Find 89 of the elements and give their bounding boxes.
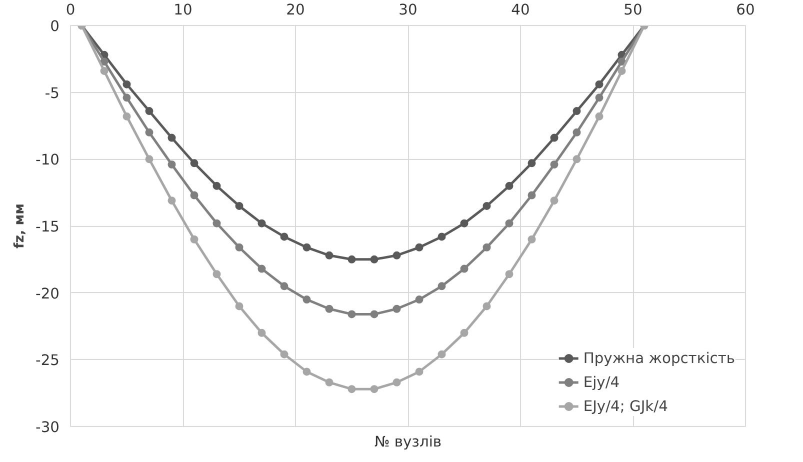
- point: [325, 378, 334, 386]
- y-tick-label: 0: [50, 18, 60, 35]
- point: [460, 328, 468, 337]
- point: [572, 128, 581, 136]
- point: [145, 128, 154, 136]
- point: [212, 182, 221, 190]
- point: [280, 232, 288, 241]
- point: [258, 264, 266, 273]
- x-tick-label: 0: [66, 2, 76, 18]
- point: [438, 350, 446, 358]
- point: [145, 107, 154, 116]
- point: [370, 255, 378, 264]
- point: [235, 243, 244, 252]
- point: [505, 219, 514, 228]
- point: [348, 310, 356, 318]
- y-tick-label: -5: [44, 84, 60, 102]
- point: [370, 385, 378, 394]
- point: [415, 243, 424, 252]
- point: [460, 219, 468, 228]
- point: [212, 219, 221, 228]
- x-tick-label: 10: [174, 2, 192, 18]
- y-tick-label: -25: [36, 352, 60, 370]
- point: [280, 282, 288, 290]
- point: [168, 134, 176, 142]
- x-tick-label: 20: [286, 2, 305, 18]
- point: [528, 235, 536, 244]
- point: [302, 243, 311, 252]
- legend-label: Пружна жорсткість: [583, 350, 735, 366]
- point: [258, 328, 266, 337]
- point: [438, 282, 446, 290]
- point: [235, 302, 244, 310]
- point: [392, 251, 401, 260]
- point: [392, 304, 401, 313]
- point: [482, 243, 491, 252]
- x-axis-title: № вузлів: [374, 434, 442, 450]
- point: [595, 80, 604, 88]
- y-tick-label: -30: [36, 419, 60, 436]
- point: [168, 160, 176, 169]
- point: [280, 350, 288, 358]
- point: [550, 160, 558, 169]
- point: [122, 94, 131, 102]
- point: [122, 80, 131, 88]
- point: [348, 385, 356, 394]
- point: [325, 251, 334, 260]
- point: [572, 107, 581, 116]
- point: [145, 155, 154, 164]
- legend-label: Ejy/4: [583, 374, 620, 390]
- point: [482, 202, 491, 210]
- x-tick-label: 50: [624, 2, 642, 18]
- point: [235, 202, 244, 210]
- point: [505, 182, 514, 190]
- point: [438, 232, 446, 241]
- point: [100, 66, 108, 75]
- point: [190, 191, 198, 200]
- point: [550, 196, 558, 205]
- y-axis-title: fz, мм: [12, 203, 28, 249]
- point: [505, 270, 514, 278]
- x-tick-label: 30: [398, 2, 418, 18]
- point: [302, 368, 311, 376]
- legend-label: EJy/4; GJk/4: [583, 398, 668, 414]
- point: [348, 255, 356, 264]
- point: [168, 196, 176, 205]
- x-tick-label: 60: [736, 2, 755, 18]
- point: [258, 219, 266, 228]
- y-tick-label: -15: [36, 218, 60, 236]
- point: [528, 159, 536, 168]
- point: [392, 378, 401, 386]
- point: [415, 368, 424, 376]
- point: [370, 310, 378, 318]
- point: [618, 58, 626, 66]
- point: [100, 58, 108, 66]
- point: [212, 270, 221, 278]
- point: [482, 302, 491, 310]
- point: [325, 304, 334, 313]
- point: [415, 296, 424, 304]
- y-tick-label: -10: [36, 152, 60, 169]
- y-tick-label: -20: [36, 285, 60, 302]
- point: [550, 134, 558, 142]
- point: [572, 155, 581, 164]
- point: [190, 235, 198, 244]
- point: [528, 191, 536, 200]
- point: [595, 112, 604, 120]
- point: [122, 112, 131, 120]
- point: [595, 94, 604, 102]
- point: [460, 264, 468, 273]
- point: [618, 66, 626, 75]
- x-tick-label: 40: [511, 2, 530, 18]
- point: [302, 296, 311, 304]
- point: [190, 159, 198, 168]
